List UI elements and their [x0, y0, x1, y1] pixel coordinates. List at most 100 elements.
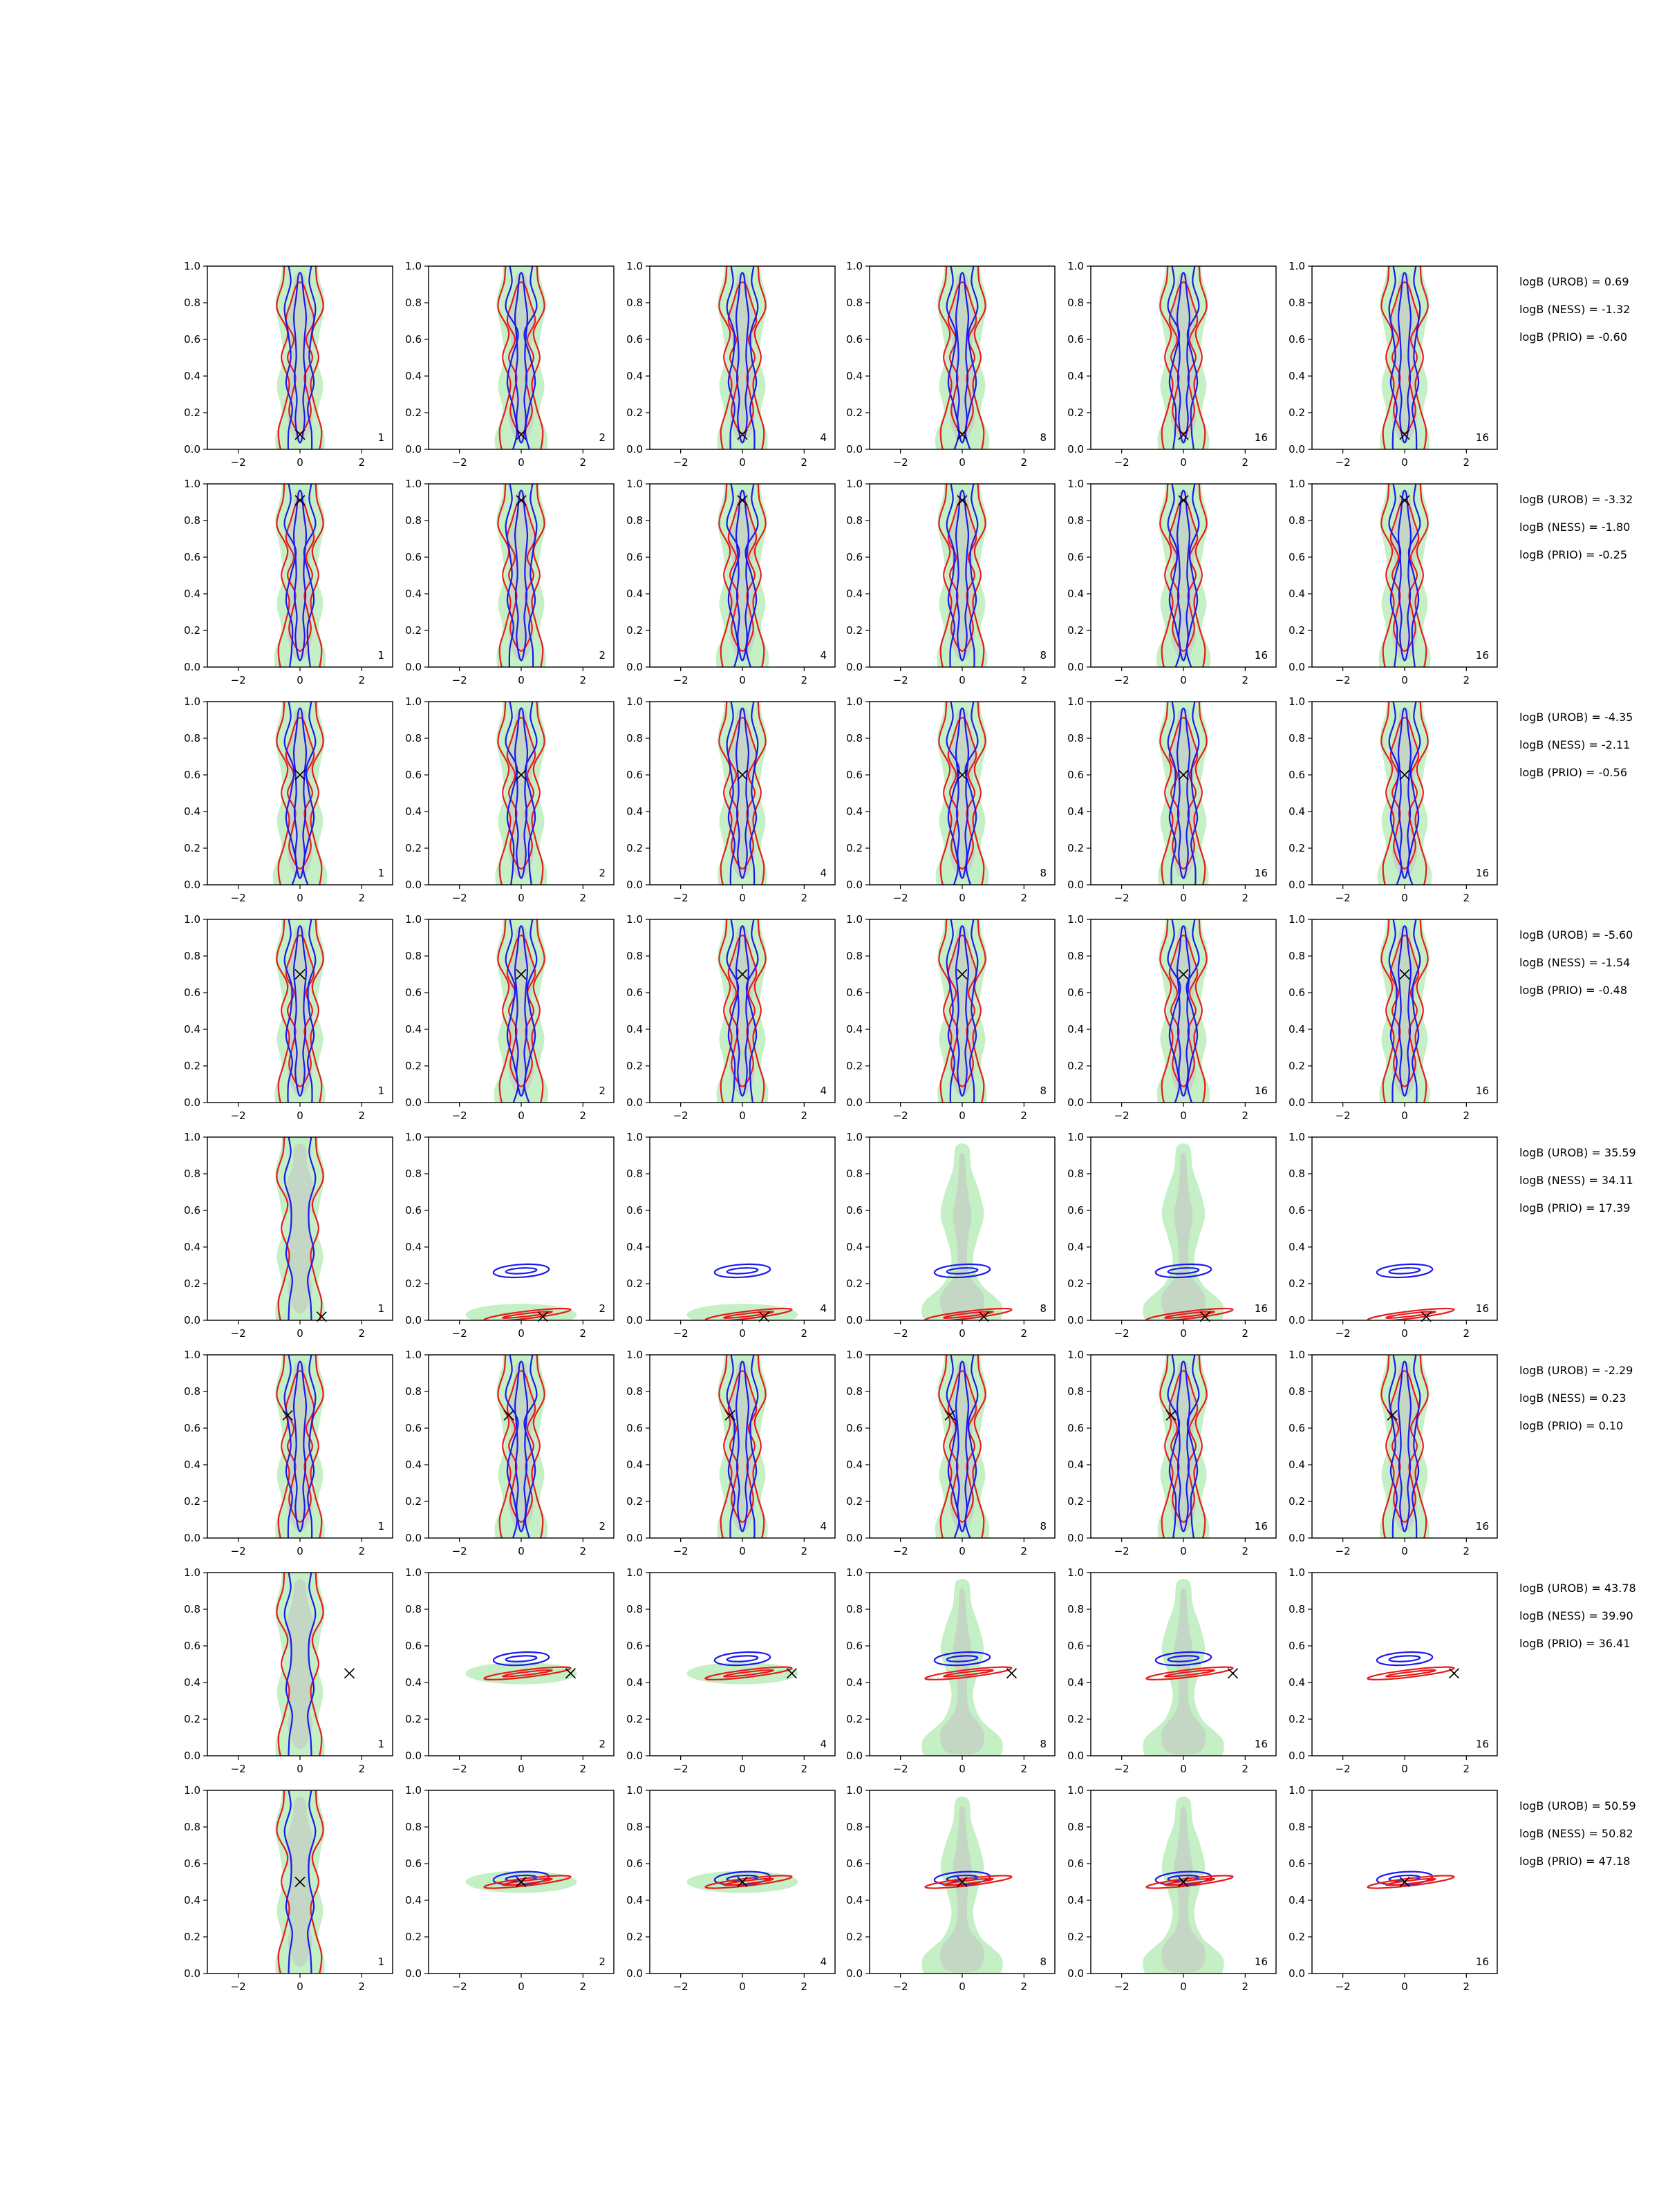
blue-contour-inner	[1176, 707, 1191, 879]
y-tick-label: 1.0	[1288, 260, 1305, 272]
y-tick-label: 1.0	[846, 1566, 863, 1579]
blue-contour-inner	[955, 272, 970, 444]
y-tick-label: 0.6	[184, 333, 200, 346]
red-contour-outer	[924, 1875, 1013, 1889]
x-tick-label: 2	[1242, 1980, 1249, 1993]
y-tick-label: 0.4	[1288, 1894, 1305, 1906]
true-value-marker	[294, 769, 306, 780]
y-tick-label: 0.6	[846, 986, 863, 999]
x-tick-label: −2	[893, 892, 908, 904]
panel-count-label: 1	[377, 1085, 384, 1097]
y-tick-label: 0.4	[626, 1459, 643, 1471]
x-tick-label: 2	[580, 1109, 587, 1122]
prior-region-inner	[1390, 1361, 1419, 1532]
true-value-marker	[1178, 495, 1189, 506]
row-5-logB-1: logB (UROB) = 35.59	[1519, 1146, 1636, 1159]
y-tick-label: 0.6	[1288, 1204, 1305, 1217]
y-tick-label: 0.6	[184, 986, 200, 999]
blue-contour-outer	[283, 1573, 317, 1756]
blue-contour-outer	[283, 266, 317, 449]
x-tick-label: 0	[1401, 1980, 1408, 1993]
panel-r4-c1: 0.0 0.2 0.4 0.6 0.8 1.0 −2 0 21	[184, 913, 393, 1122]
y-tick-label: 0.0	[626, 1532, 643, 1544]
red-contour-inner	[1164, 1669, 1215, 1678]
panel-r5-c2: 0.0 0.2 0.4 0.6 0.8 1.0 −2 0 22	[405, 1131, 615, 1340]
red-contour-outer	[276, 1790, 324, 1974]
blue-contour-outer	[713, 1263, 771, 1279]
y-tick-label: 0.6	[1067, 769, 1084, 781]
y-tick-label: 0.6	[1067, 1857, 1084, 1870]
true-value-marker	[282, 1409, 293, 1421]
x-tick-label: 2	[359, 1980, 366, 1993]
blue-contour-outer	[933, 1651, 991, 1667]
panel-count-label: 4	[820, 1520, 827, 1533]
y-tick-label: 0.2	[1067, 1713, 1084, 1725]
y-tick-label: 0.2	[1288, 624, 1305, 637]
y-tick-label: 0.4	[1067, 805, 1084, 818]
red-contour-inner	[1385, 1877, 1436, 1886]
blue-contour-outer	[505, 919, 538, 1103]
y-tick-label: 0.4	[1288, 1459, 1305, 1471]
y-tick-label: 0.4	[1288, 1241, 1305, 1253]
blue-contour-inner	[292, 925, 308, 1097]
red-contour-outer	[276, 1573, 324, 1756]
y-tick-label: 1.0	[184, 1349, 200, 1361]
red-contour-outer	[924, 1666, 1013, 1680]
panel-r4-c4: 0.0 0.2 0.4 0.6 0.8 1.0 −2 0 28	[846, 913, 1056, 1122]
true-value-marker	[957, 495, 968, 506]
y-tick-label: 0.4	[1288, 1676, 1305, 1689]
panel-count-label: 16	[1255, 649, 1268, 662]
y-tick-label: 0.2	[846, 406, 863, 419]
row-3-logB-1: logB (UROB) = -4.35	[1519, 711, 1633, 724]
panel-count-label: 16	[1255, 1956, 1268, 1968]
y-tick-label: 0.2	[184, 1931, 200, 1943]
x-tick-label: −2	[893, 1545, 908, 1557]
y-tick-label: 0.8	[184, 514, 200, 527]
y-tick-label: 0.6	[846, 1640, 863, 1652]
y-tick-label: 0.6	[405, 1204, 422, 1217]
red-contour-outer	[276, 1355, 324, 1538]
y-tick-label: 1.0	[184, 913, 200, 926]
prior-region-inner	[285, 708, 315, 879]
y-tick-label: 0.6	[1067, 1640, 1084, 1652]
y-tick-label: 0.8	[1067, 1168, 1084, 1180]
prior-region-inner	[1390, 272, 1419, 443]
red-contour-inner	[502, 1877, 553, 1886]
x-tick-label: −2	[673, 1763, 688, 1775]
y-tick-label: 0.2	[405, 1713, 422, 1725]
panel-count-label: 2	[599, 1738, 606, 1750]
x-tick-label: 2	[580, 1763, 587, 1775]
row-1-logB-1: logB (UROB) = 0.69	[1519, 275, 1629, 288]
y-tick-label: 0.4	[846, 805, 863, 818]
red-contour-outer	[718, 266, 767, 449]
panel-count-label: 8	[1040, 1520, 1047, 1533]
prior-region-inner	[940, 1152, 984, 1320]
y-tick-label: 0.0	[846, 1750, 863, 1762]
y-tick-label: 1.0	[626, 1566, 643, 1579]
blue-contour-outer	[726, 919, 759, 1103]
blue-contour-inner	[955, 489, 970, 662]
true-value-marker	[1448, 1668, 1460, 1679]
panel-r3-c4: 0.0 0.2 0.4 0.6 0.8 1.0 −2 0 2 8	[846, 695, 1056, 904]
blue-contour-inner	[1388, 1267, 1421, 1275]
y-tick-label: 1.0	[626, 695, 643, 708]
y-tick-label: 0.0	[626, 1967, 643, 1980]
y-tick-label: 0.2	[405, 1495, 422, 1508]
x-tick-label: 0	[959, 1327, 966, 1340]
red-contour-outer	[1367, 1875, 1455, 1889]
red-contour-inner	[723, 1311, 774, 1319]
panel-r2-c2: 0.0 0.2 0.4 0.6 0.8 1.0 −2 0 22	[405, 478, 615, 686]
prior-region-inner	[1390, 490, 1419, 661]
red-contour-outer	[1380, 1355, 1429, 1538]
y-tick-label: 1.0	[1288, 1784, 1305, 1797]
blue-contour-outer	[1167, 1355, 1200, 1538]
red-contour-outer	[1380, 484, 1429, 667]
y-tick-label: 0.6	[846, 1857, 863, 1870]
red-contour-inner	[943, 1669, 994, 1678]
true-value-marker	[957, 1876, 968, 1888]
y-tick-label: 1.0	[626, 1349, 643, 1361]
panel-r3-c2: 0.0 0.2 0.4 0.6 0.8 1.0 −2 0 2 2	[405, 695, 615, 904]
y-tick-label: 0.0	[846, 443, 863, 456]
y-tick-label: 0.2	[405, 1060, 422, 1072]
blue-contour-outer	[505, 266, 538, 449]
